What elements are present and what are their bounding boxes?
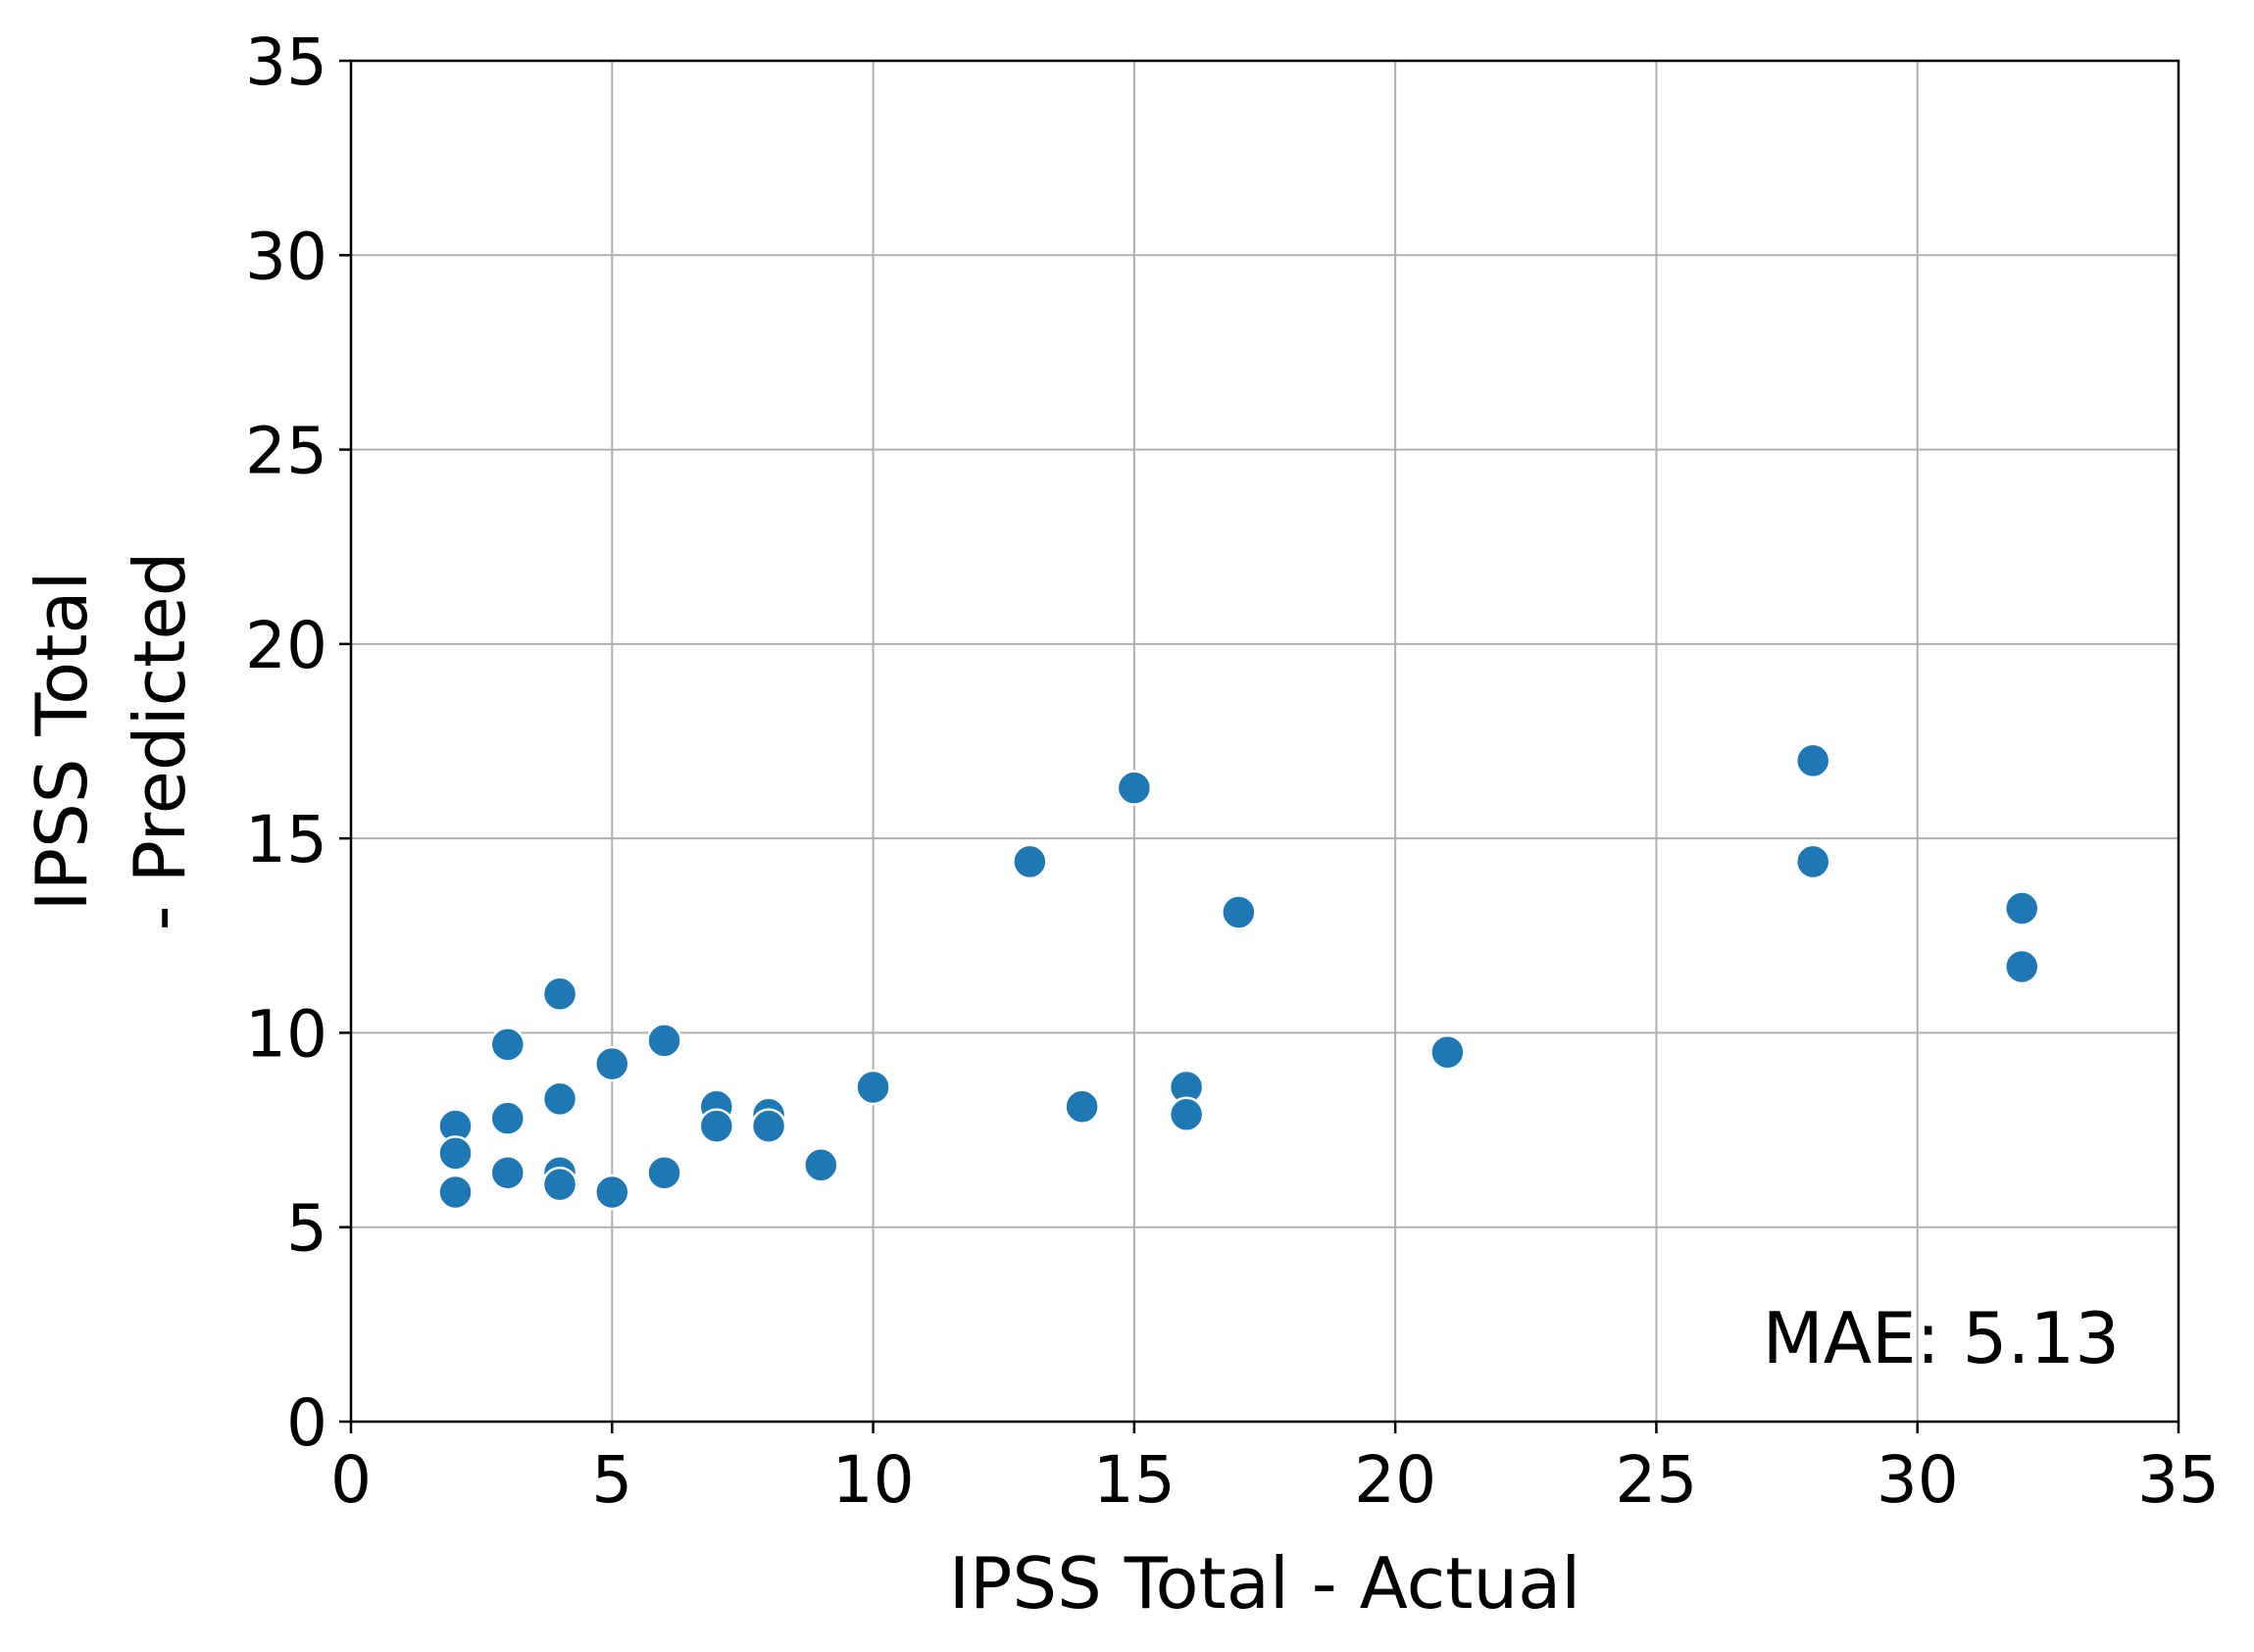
y-tick-label: 15 (245, 802, 327, 877)
y-tick-label: 25 (245, 414, 327, 489)
data-point (541, 1080, 578, 1118)
x-tick-label: 10 (832, 1442, 915, 1518)
data-point (1794, 843, 1831, 880)
y-axis-label-line-1: IPSS Total (21, 571, 103, 911)
plot-frame (349, 59, 2180, 1424)
data-point (2003, 948, 2040, 985)
data-points (437, 742, 2040, 1211)
y-axis-label-line-2: - Predicted (119, 552, 201, 931)
y-tick-label: 35 (245, 25, 327, 100)
grid (350, 60, 2179, 1423)
x-tick-label: 30 (1877, 1442, 1959, 1518)
data-point (437, 1135, 474, 1172)
y-tick-label: 20 (245, 608, 327, 683)
data-point (541, 976, 578, 1013)
x-tick-label: 35 (2137, 1442, 2220, 1518)
data-point (646, 1023, 682, 1059)
x-tick-label: 20 (1354, 1442, 1436, 1518)
data-point (1168, 1096, 1205, 1132)
data-point (594, 1174, 630, 1211)
data-point (1116, 770, 1153, 806)
x-tick-label: 25 (1615, 1442, 1697, 1518)
y-tick-label: 5 (286, 1191, 327, 1267)
data-point (489, 1100, 526, 1136)
axis-ticks: 0 5 10 15 20 25 30 35 0 5 10 15 20 25 30 35 (245, 25, 2220, 1518)
y-tick-label: 30 (245, 219, 327, 294)
y-tick-label: 10 (245, 996, 327, 1072)
y-tick-label: 0 (286, 1385, 327, 1461)
data-point (1221, 894, 1257, 930)
data-point (1794, 742, 1831, 779)
data-point (1429, 1034, 1466, 1071)
x-tick-label: 5 (591, 1442, 632, 1518)
data-point (594, 1045, 630, 1082)
data-point (2003, 890, 2040, 926)
x-tick-label: 0 (330, 1442, 372, 1518)
data-point (698, 1108, 735, 1144)
x-tick-label: 15 (1093, 1442, 1176, 1518)
data-point (489, 1154, 526, 1191)
data-point (646, 1154, 682, 1191)
data-point (437, 1174, 474, 1211)
data-point (489, 1026, 526, 1063)
data-point (1012, 843, 1048, 880)
mae-annotation: MAE: 5.13 (1763, 1297, 2120, 1379)
x-axis-label: IPSS Total - Actual (949, 1542, 1580, 1625)
data-point (855, 1069, 891, 1106)
data-point (541, 1166, 578, 1203)
data-point (1064, 1088, 1100, 1126)
data-point (803, 1147, 839, 1183)
data-point (750, 1108, 787, 1144)
